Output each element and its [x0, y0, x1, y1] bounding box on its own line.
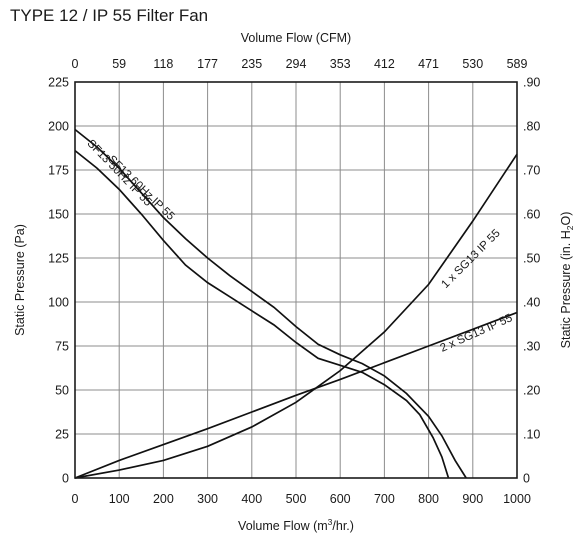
series-line-4 — [74, 311, 518, 479]
bottom-axis-label-text: Volume Flow (m — [238, 519, 328, 533]
y-tick-label-right: .70 — [523, 164, 540, 178]
x-tick-label-top: 0 — [72, 57, 79, 71]
right-axis-label: Static Pressure (in. H2O) — [559, 212, 575, 349]
y-tick-label-left: 100 — [48, 296, 69, 310]
y-tick-label-left: 75 — [55, 340, 69, 354]
x-tick-label-top: 118 — [153, 57, 173, 71]
y-tick-label-right: .60 — [523, 208, 540, 222]
y-tick-label-right: .90 — [523, 76, 540, 90]
grid-layer — [75, 82, 517, 478]
bottom-axis-label-sup: 3 — [328, 517, 333, 527]
x-tick-label-bottom: 400 — [241, 492, 262, 506]
x-tick-label-bottom: 700 — [374, 492, 395, 506]
y-tick-label-left: 0 — [62, 472, 69, 486]
right-axis-label-tail: O) — [559, 212, 573, 226]
x-tick-label-bottom: 900 — [462, 492, 483, 506]
x-tick-label-bottom: 300 — [197, 492, 218, 506]
x-tick-label-bottom: 800 — [418, 492, 439, 506]
x-tick-label-bottom: 600 — [330, 492, 351, 506]
x-tick-label-top: 177 — [197, 57, 218, 71]
x-tick-label-top: 471 — [418, 57, 439, 71]
x-tick-label-top: 412 — [374, 57, 395, 71]
plot-frame — [74, 81, 518, 479]
bottom-axis-label-tail: /hr.) — [332, 519, 354, 533]
left-axis-label: Static Pressure (Pa) — [13, 224, 27, 336]
y-tick-label-right: .30 — [523, 340, 540, 354]
y-tick-label-left: 150 — [48, 208, 69, 222]
series-label-4: 2 x SG13 IP 55 — [438, 312, 514, 355]
x-tick-label-bottom: 100 — [109, 492, 130, 506]
x-tick-label-bottom: 200 — [153, 492, 174, 506]
bottom-axis-label: Volume Flow (m3/hr.) — [238, 517, 354, 533]
series-line-2 — [74, 149, 450, 479]
y-tick-label-left: 50 — [55, 384, 69, 398]
series-line-1 — [74, 128, 467, 479]
y-tick-label-left: 175 — [48, 164, 69, 178]
x-tick-label-top: 294 — [286, 57, 307, 71]
x-tick-label-bottom: 1000 — [503, 492, 531, 506]
series-layer — [74, 128, 518, 479]
y-tick-label-right: .20 — [523, 384, 540, 398]
y-tick-label-right: .50 — [523, 252, 540, 266]
right-axis-label-text: Static Pressure (in. H — [559, 230, 573, 348]
y-tick-label-left: 200 — [48, 120, 69, 134]
right-axis-label-sub: 2 — [565, 225, 575, 230]
series-label-3: 1 x SG13 IP 55 — [439, 227, 502, 290]
x-tick-label-top: 589 — [507, 57, 528, 71]
x-tick-label-top: 59 — [112, 57, 126, 71]
y-tick-label-left: 25 — [55, 428, 69, 442]
x-tick-label-bottom: 0 — [72, 492, 79, 506]
x-tick-label-top: 353 — [330, 57, 351, 71]
y-tick-label-left: 125 — [48, 252, 69, 266]
y-tick-label-right: 0 — [523, 472, 530, 486]
x-tick-label-bottom: 500 — [286, 492, 307, 506]
x-tick-label-top: 530 — [462, 57, 483, 71]
top-axis-label: Volume Flow (CFM) — [241, 31, 351, 45]
y-tick-label-right: .80 — [523, 120, 540, 134]
y-tick-label-right: .40 — [523, 296, 540, 310]
x-tick-label-top: 235 — [241, 57, 262, 71]
y-tick-label-right: .10 — [523, 428, 540, 442]
chart-title: TYPE 12 / IP 55 Filter Fan — [10, 6, 209, 25]
series-line-3 — [74, 153, 518, 479]
y-tick-label-left: 225 — [48, 76, 69, 90]
